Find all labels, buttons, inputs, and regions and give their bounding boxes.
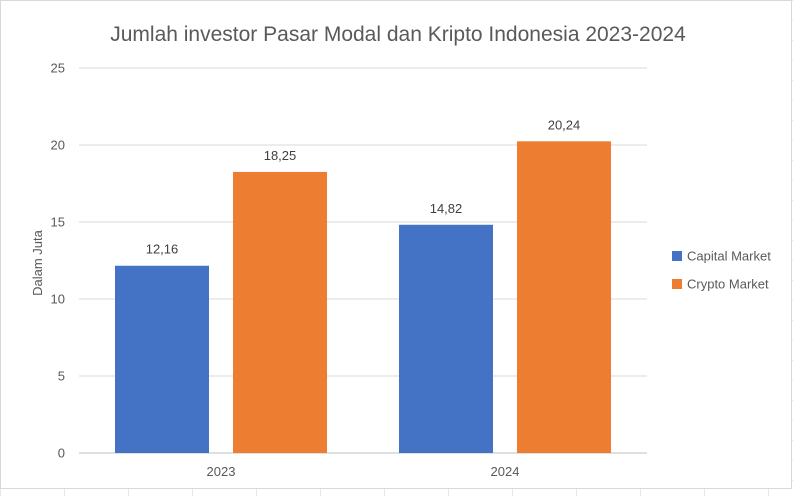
data-labels: 12,16 18,25 14,82 20,24 — [146, 117, 581, 256]
bar-capital-market-2023 — [115, 265, 209, 453]
y-tick-label: 20 — [51, 138, 65, 153]
legend-swatch — [672, 279, 682, 289]
bars — [115, 141, 611, 453]
legend-entry: Capital Market — [687, 249, 771, 264]
bar-crypto-market-2024 — [517, 141, 611, 453]
x-tick-label: 2023 — [207, 464, 236, 479]
data-label: 20,24 — [548, 117, 581, 132]
x-tick-label: 2024 — [491, 464, 520, 479]
data-label: 18,25 — [264, 148, 297, 163]
legend: Capital Market Crypto Market — [672, 249, 771, 292]
legend-swatch — [672, 251, 682, 261]
bar-capital-market-2024 — [399, 224, 493, 453]
y-tick-label: 5 — [58, 369, 65, 384]
y-axis-label: Dalam Juta — [30, 229, 45, 296]
y-tick-label: 25 — [51, 61, 65, 76]
y-axis-ticks: 0 5 10 15 20 25 — [51, 61, 65, 461]
data-label: 12,16 — [146, 242, 179, 257]
data-label: 14,82 — [430, 201, 463, 216]
y-tick-label: 10 — [51, 292, 65, 307]
bar-crypto-market-2023 — [233, 171, 327, 453]
x-axis-ticks: 2023 2024 — [207, 464, 520, 479]
y-tick-label: 0 — [58, 446, 65, 461]
chart-title: Jumlah investor Pasar Modal dan Kripto I… — [110, 23, 686, 46]
legend-entry: Crypto Market — [687, 277, 769, 292]
y-tick-label: 15 — [51, 215, 65, 230]
